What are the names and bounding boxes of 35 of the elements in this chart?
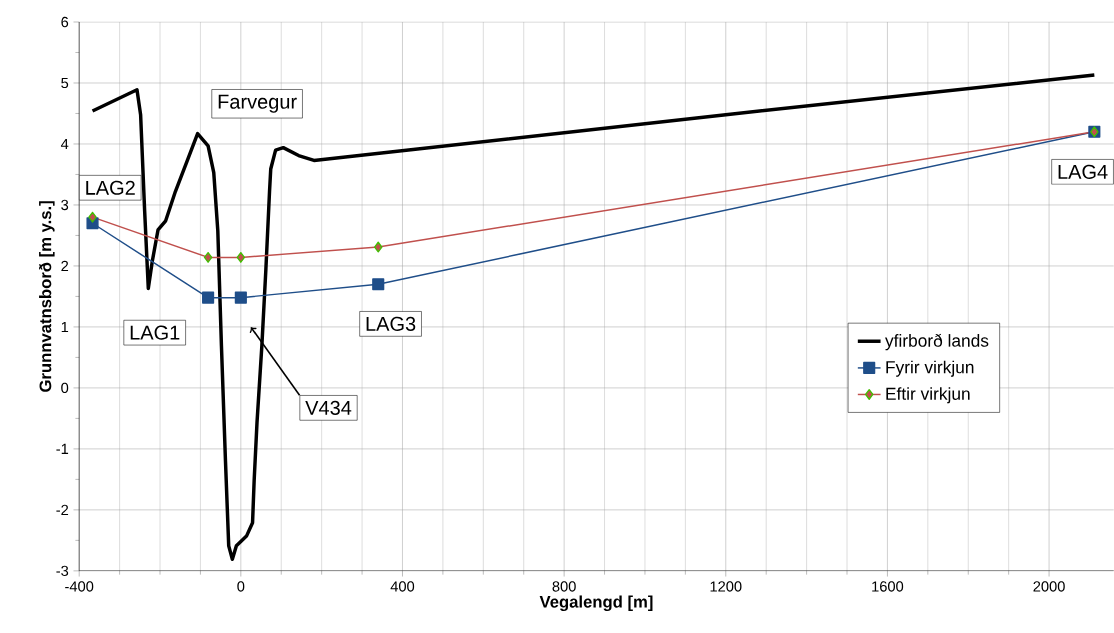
annotation: LAG2 — [86, 180, 135, 195]
annotation: LAG4 — [1058, 164, 1108, 179]
point — [202, 291, 215, 304]
x-tick-label: 0 — [237, 581, 245, 592]
y-tick-label: 4 — [60, 139, 69, 150]
x-tick-label: 400 — [390, 581, 415, 592]
legend-label: Fyrir virkjun — [886, 360, 974, 377]
annotation: LAG1 — [130, 325, 180, 340]
x-axis-title: Vegalengd [m] — [539, 595, 653, 612]
annotation: LAG3 — [366, 316, 416, 332]
annotation: V434 — [305, 400, 352, 415]
y-tick-label: -3 — [56, 565, 69, 577]
point — [372, 278, 385, 291]
x-tick-label: 800 — [552, 581, 576, 592]
legend-label: Eftir virkjun — [886, 387, 970, 404]
y-tick-label: 2 — [61, 260, 69, 272]
y-tick-label: 5 — [61, 77, 69, 89]
legend-label: yfirborð lands — [885, 333, 989, 351]
y-tick-label: 1 — [61, 321, 69, 333]
point — [88, 211, 97, 223]
annotation: Farvegur — [218, 94, 297, 113]
point — [234, 291, 247, 304]
point — [203, 252, 213, 263]
point — [373, 241, 383, 253]
x-tick-label: 1200 — [710, 581, 742, 592]
point — [236, 252, 246, 263]
x-tick-label: -400 — [65, 581, 94, 592]
y-tick-label: 0 — [61, 382, 69, 394]
y-axis-title: Grunnvatnsborð [m y.s.] — [38, 201, 55, 392]
y-tick-label: -1 — [56, 443, 69, 455]
y-tick-label: 3 — [61, 199, 69, 211]
x-tick-label: 2000 — [1033, 581, 1065, 592]
y-tick-label: -2 — [56, 504, 69, 516]
y-tick-label: 6 — [61, 16, 69, 28]
x-tick-label: 1600 — [872, 581, 904, 592]
